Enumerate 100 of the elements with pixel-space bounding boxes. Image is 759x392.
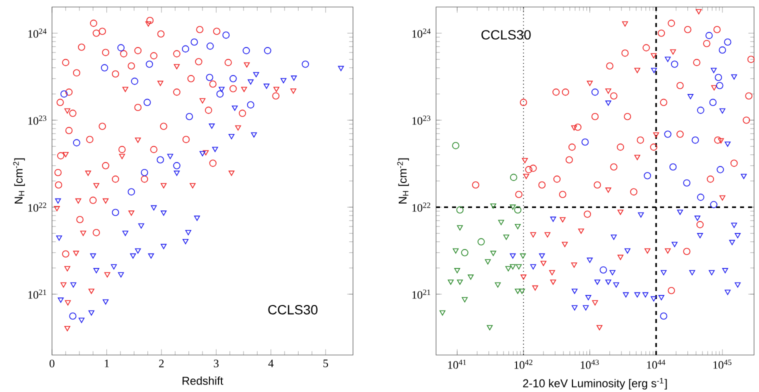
point [78,318,84,323]
point [93,183,100,188]
point [222,32,230,39]
point [290,88,296,94]
point [54,181,62,189]
annotation: CCLS30 [268,305,318,314]
point [102,198,109,204]
point [280,78,286,84]
x-tick-label: 10$^{41}$ [448,360,466,369]
point [200,151,206,156]
x-tick-label: 3 [214,360,219,368]
point [134,138,141,143]
x-tick-label: 10$^{42}$ [514,360,532,369]
point [213,28,220,35]
point [196,26,204,34]
point [174,64,180,70]
point [253,72,260,78]
point [206,74,214,82]
point [190,183,196,188]
point [65,88,73,96]
point [160,183,167,188]
point [64,300,71,306]
point [167,154,174,160]
x-tick-label: 1 [104,360,109,368]
point [185,230,192,236]
point [118,146,126,154]
point [247,101,254,108]
point [70,282,76,288]
point [150,205,157,210]
point [60,282,66,288]
point [112,70,120,78]
point [157,30,165,38]
point [140,176,148,183]
point [69,312,76,320]
y-tick-label: 10$^{24}$ [412,28,431,38]
point [194,216,200,221]
point [150,52,158,60]
point [102,162,110,170]
point [130,253,136,259]
point [117,44,125,52]
point [209,80,216,88]
x-tick-label: 5 [323,360,328,368]
point [112,208,120,216]
point [160,244,167,250]
y-tick-label: 10$^{21}$ [28,290,46,299]
point [160,210,167,216]
point [272,92,280,100]
point [238,110,246,117]
point [90,20,98,27]
point [56,98,64,106]
point [102,48,110,56]
point [187,75,195,82]
point [228,134,234,140]
x-tick-label: 0 [50,360,54,368]
point [209,160,216,167]
point [73,139,80,146]
point [93,268,100,274]
point [264,84,270,89]
point [230,85,237,92]
point [55,198,61,204]
point [104,272,110,278]
point [100,64,108,72]
point [134,104,142,112]
point [212,146,218,152]
point [62,250,70,258]
point [216,90,224,98]
point [150,146,158,154]
point [88,310,94,316]
point [75,198,82,204]
x-tick-label: 10$^{43}$ [580,360,599,369]
point [128,62,135,70]
point [134,248,141,254]
point [182,238,188,244]
point [54,168,62,176]
point [76,216,84,224]
point [92,30,100,37]
point [110,264,117,270]
point [230,75,237,82]
point [131,78,138,85]
y-tick-label: 10$^{22}$ [28,202,46,212]
point [144,98,151,106]
y-axis-title: N$_{H}$ [cm$^{-2}$] [13,158,25,204]
point [98,28,106,35]
point [128,210,134,216]
point [80,230,86,236]
y-tick-label: 10$^{23}$ [28,116,46,125]
point [56,235,62,241]
point [195,58,202,66]
point [242,47,250,54]
point [174,170,180,176]
point [120,50,128,58]
point [146,60,154,68]
point [208,124,215,129]
point [146,16,154,24]
point [206,42,214,50]
point [128,188,135,196]
point [224,58,232,66]
point [248,79,254,85]
point [98,122,106,130]
y-tick-label: 10$^{23}$ [412,116,430,125]
